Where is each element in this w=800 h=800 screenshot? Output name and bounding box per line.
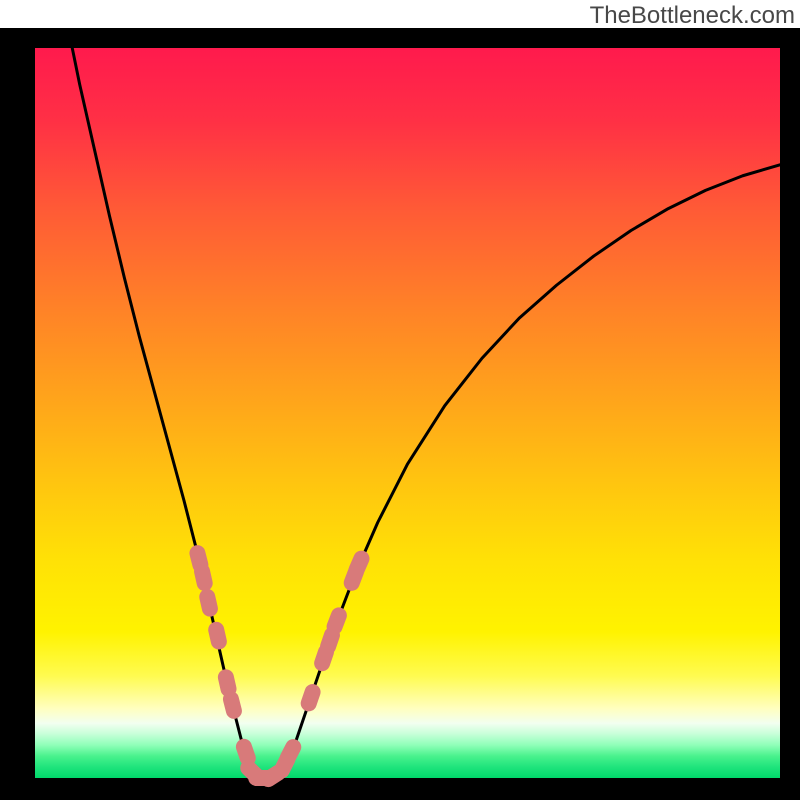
- bottleneck-curve: [72, 48, 780, 778]
- marker-point: [299, 682, 323, 714]
- plot-svg-overlay: [0, 0, 800, 800]
- chart-stage: TheBottleneck.com: [0, 0, 800, 800]
- marker-point: [207, 620, 229, 651]
- marker-point: [198, 587, 220, 618]
- marker-group: [188, 543, 372, 790]
